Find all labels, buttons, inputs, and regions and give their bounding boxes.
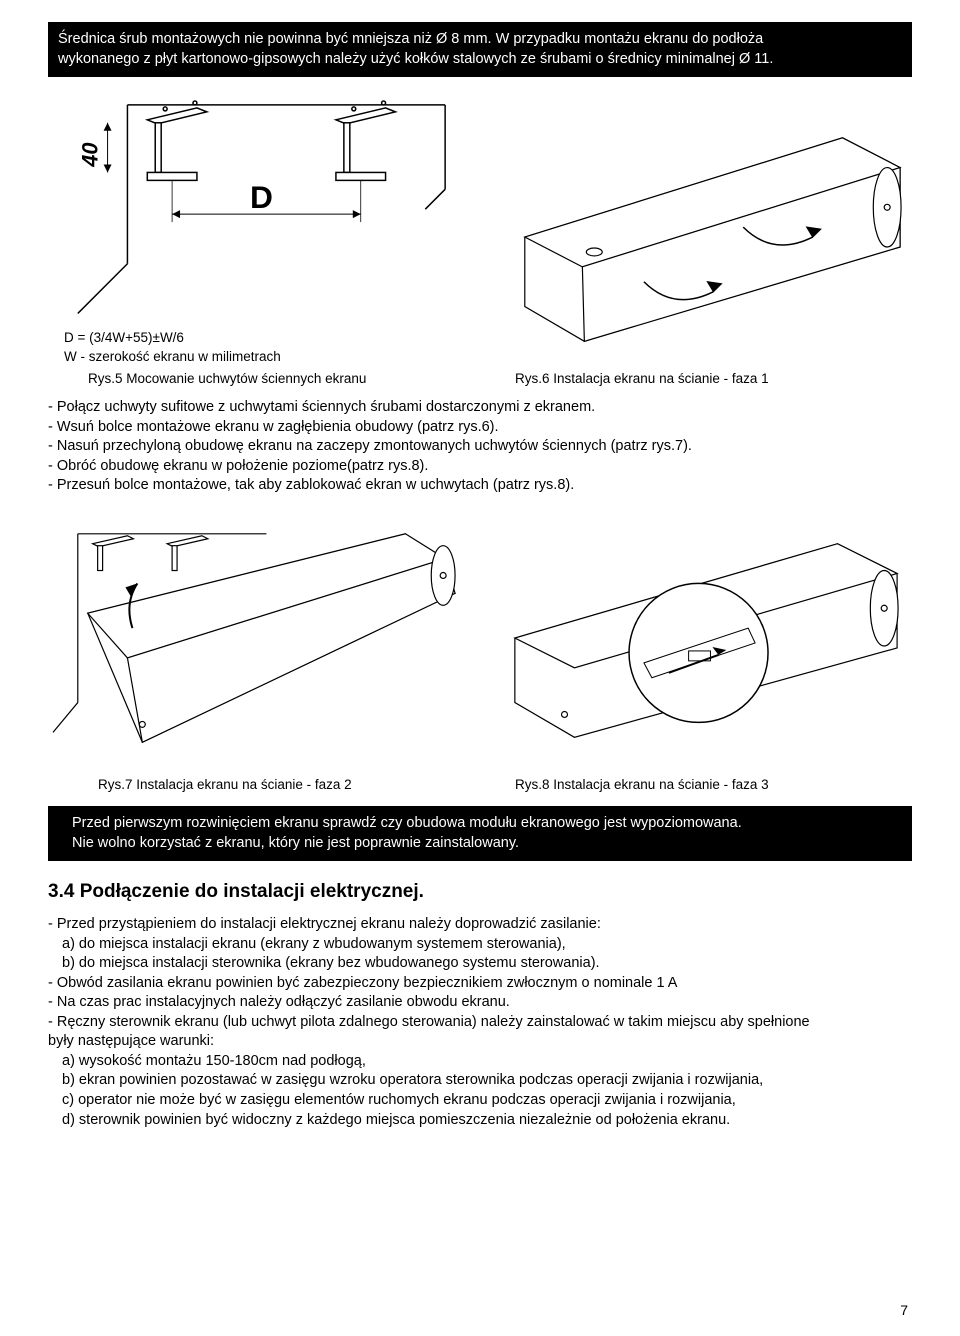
body-line: c) operator nie może być w zasięgu eleme… xyxy=(48,1091,912,1111)
body-line: były następujące warunki: xyxy=(48,1032,912,1052)
warning-line: wykonanego z płyt kartonowo-gipsowych na… xyxy=(58,50,902,70)
body-line: b) do miejsca instalacji sterownika (ekr… xyxy=(48,954,912,974)
body-line: d) sterownik powinien być widoczny z każ… xyxy=(48,1111,912,1131)
fig5-caption: Rys.5 Mocowanie uchwytów ściennych ekran… xyxy=(88,370,465,388)
letter-D: D xyxy=(250,179,273,215)
fig6-caption: Rys.6 Instalacja ekranu na ścianie - faz… xyxy=(515,370,912,388)
step-line: - Wsuń bolce montażowe ekranu w zagłębie… xyxy=(48,418,912,438)
figure-5: 40 D D = (3/4W+55)±W/6 W - szerokość ekr… xyxy=(48,95,465,388)
legend-line: D = (3/4W+55)±W/6 xyxy=(64,329,465,347)
figure-6: Rys.6 Instalacja ekranu na ścianie - faz… xyxy=(495,108,912,388)
install-steps: - Połącz uchwyty sufitowe z uchwytami śc… xyxy=(48,398,912,496)
warning-line: Nie wolno korzystać z ekranu, który nie … xyxy=(72,834,902,854)
step-line: - Połącz uchwyty sufitowe z uchwytami śc… xyxy=(48,398,912,418)
section-title: 3.4 Podłączenie do instalacji elektryczn… xyxy=(48,879,912,905)
figure-row-2: Rys.7 Instalacja ekranu na ścianie - faz… xyxy=(48,504,912,794)
step-line: - Nasuń przechyloną obudowę ekranu na za… xyxy=(48,437,912,457)
legend-line: W - szerokość ekranu w milimetrach xyxy=(64,348,465,366)
body-line: - Obwód zasilania ekranu powinien być za… xyxy=(48,974,912,994)
body-line: - Ręczny sterownik ekranu (lub uchwyt pi… xyxy=(48,1013,912,1033)
warning-line: Przed pierwszym rozwinięciem ekranu spra… xyxy=(72,814,902,834)
fig5-legend: D = (3/4W+55)±W/6 W - szerokość ekranu w… xyxy=(64,329,465,365)
body-line: a) wysokość montażu 150-180cm nad podłog… xyxy=(48,1052,912,1072)
fig6-svg xyxy=(495,108,912,366)
fig5-svg: 40 D xyxy=(48,95,465,323)
warning-box-top: Średnica śrub montażowych nie powinna by… xyxy=(48,22,912,77)
figure-row-1: 40 D D = (3/4W+55)±W/6 W - szerokość ekr… xyxy=(48,95,912,388)
fig7-svg xyxy=(48,504,465,772)
body-line: - Na czas prac instalacyjnych należy odł… xyxy=(48,993,912,1013)
page-number: 7 xyxy=(900,1301,908,1320)
body-text: - Przed przystąpieniem do instalacji ele… xyxy=(48,915,912,1130)
body-line: b) ekran powinien pozostawać w zasięgu w… xyxy=(48,1071,912,1091)
step-line: - Przesuń bolce montażowe, tak aby zablo… xyxy=(48,476,912,496)
warning-box-mid: Przed pierwszym rozwinięciem ekranu spra… xyxy=(48,806,912,861)
fig8-caption: Rys.8 Instalacja ekranu na ścianie - faz… xyxy=(515,776,912,794)
body-line: a) do miejsca instalacji ekranu (ekrany … xyxy=(48,935,912,955)
step-line: - Obróć obudowę ekranu w położenie pozio… xyxy=(48,457,912,477)
fig8-svg xyxy=(495,504,912,772)
body-line: - Przed przystąpieniem do instalacji ele… xyxy=(48,915,912,935)
figure-8: Rys.8 Instalacja ekranu na ścianie - faz… xyxy=(495,504,912,794)
figure-7: Rys.7 Instalacja ekranu na ścianie - faz… xyxy=(48,504,465,794)
fig7-caption: Rys.7 Instalacja ekranu na ścianie - faz… xyxy=(98,776,465,794)
dim-40-text: 40 xyxy=(78,143,103,168)
warning-line: Średnica śrub montażowych nie powinna by… xyxy=(58,30,902,50)
